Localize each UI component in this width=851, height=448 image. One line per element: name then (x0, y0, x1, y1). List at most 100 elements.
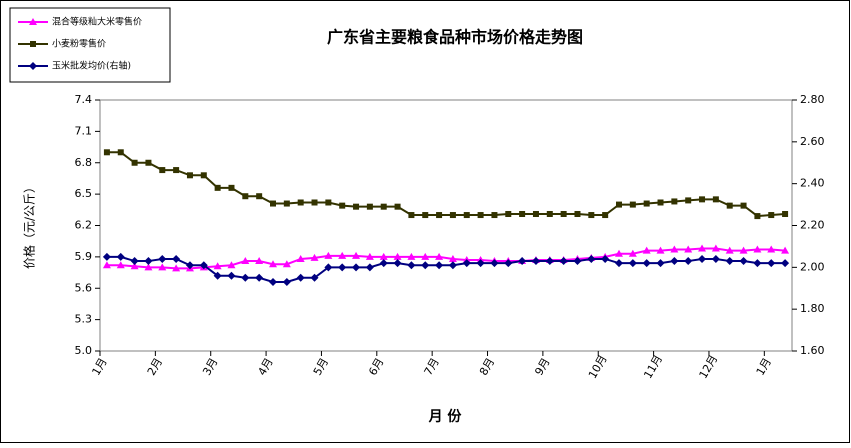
data-point (532, 210, 539, 217)
legend-marker (29, 62, 37, 70)
data-point (656, 259, 665, 268)
data-point (103, 149, 110, 156)
data-point (227, 271, 236, 280)
data-point (684, 257, 693, 266)
data-point (560, 210, 567, 217)
legend-label: 小麦粉零售价 (52, 38, 106, 50)
data-point (241, 273, 250, 282)
data-point (616, 201, 622, 208)
data-point (282, 277, 291, 286)
data-point (365, 252, 374, 260)
data-point (725, 246, 734, 254)
y2-tick-label: 2.60 (800, 135, 825, 148)
data-point (781, 246, 790, 254)
data-point (546, 210, 553, 217)
data-point (158, 263, 167, 271)
data-point (435, 261, 444, 270)
data-point (670, 257, 679, 266)
data-point (684, 245, 693, 253)
data-point (227, 261, 236, 269)
data-point (296, 273, 305, 282)
data-point (269, 277, 277, 286)
data-point (725, 257, 734, 266)
y-tick-label: 6.2 (75, 219, 93, 232)
data-point (698, 244, 707, 252)
data-point (711, 244, 720, 252)
data-point (296, 254, 305, 262)
data-point (601, 254, 610, 263)
y2-tick-label: 2.00 (800, 260, 825, 273)
data-point (379, 252, 388, 260)
data-point (602, 212, 609, 219)
legend-marker (29, 18, 37, 25)
data-point (656, 246, 665, 254)
data-point (476, 259, 485, 268)
data-point (519, 210, 526, 217)
data-point (241, 257, 250, 265)
data-point (754, 213, 761, 220)
data-point (448, 254, 457, 262)
plot-area (99, 99, 793, 352)
y-tick-label: 7.1 (75, 124, 93, 137)
data-point (449, 212, 456, 219)
data-point (185, 261, 194, 270)
data-point (102, 252, 111, 261)
data-point (629, 201, 636, 208)
data-point (213, 271, 222, 280)
y2-tick-label: 2.80 (800, 93, 825, 106)
y2-tick-label: 1.80 (800, 302, 825, 315)
data-point (130, 257, 139, 266)
data-point (463, 212, 470, 219)
data-point (282, 260, 291, 268)
data-point (615, 259, 623, 268)
data-point (366, 203, 373, 210)
data-point (214, 184, 221, 191)
data-point (462, 259, 471, 268)
data-point (739, 246, 748, 254)
chart-title: 广东省主要粮食品种市场价格走势图 (327, 28, 583, 47)
data-point (588, 212, 595, 219)
legend-marker (30, 41, 36, 47)
data-point (781, 259, 790, 268)
data-point (477, 212, 484, 219)
data-point (545, 257, 554, 266)
x-axis-label: 月 份 (428, 408, 463, 425)
data-point (172, 264, 181, 272)
data-point (393, 252, 402, 260)
data-point (353, 203, 360, 210)
y2-tick-label: 2.20 (800, 219, 825, 232)
data-point (628, 249, 637, 257)
data-point (615, 249, 623, 257)
data-point (339, 202, 346, 209)
data-point (711, 254, 720, 263)
data-point (159, 167, 166, 174)
data-point (753, 259, 762, 268)
legend-label: 玉米批发均价(右轴) (52, 60, 131, 72)
data-point (297, 199, 304, 206)
data-point (740, 202, 747, 209)
data-point (199, 261, 208, 270)
data-point (172, 254, 181, 263)
data-point (726, 202, 733, 209)
data-point (256, 193, 263, 200)
data-point (325, 199, 332, 206)
data-point (643, 200, 650, 207)
data-point (270, 200, 276, 207)
data-point (310, 273, 319, 282)
data-point (448, 261, 457, 270)
data-point (116, 261, 125, 269)
data-point (145, 159, 152, 166)
y-tick-label: 6.5 (75, 187, 93, 200)
data-point (130, 262, 139, 270)
data-point (559, 257, 568, 266)
data-point (338, 263, 347, 272)
data-point (394, 203, 401, 210)
data-point (531, 257, 540, 266)
data-point (768, 212, 775, 219)
legend-label: 混合等级籼大米零售价 (52, 16, 142, 28)
data-point (324, 263, 333, 272)
data-point (573, 257, 582, 266)
data-point (116, 252, 125, 261)
data-point (739, 257, 748, 266)
